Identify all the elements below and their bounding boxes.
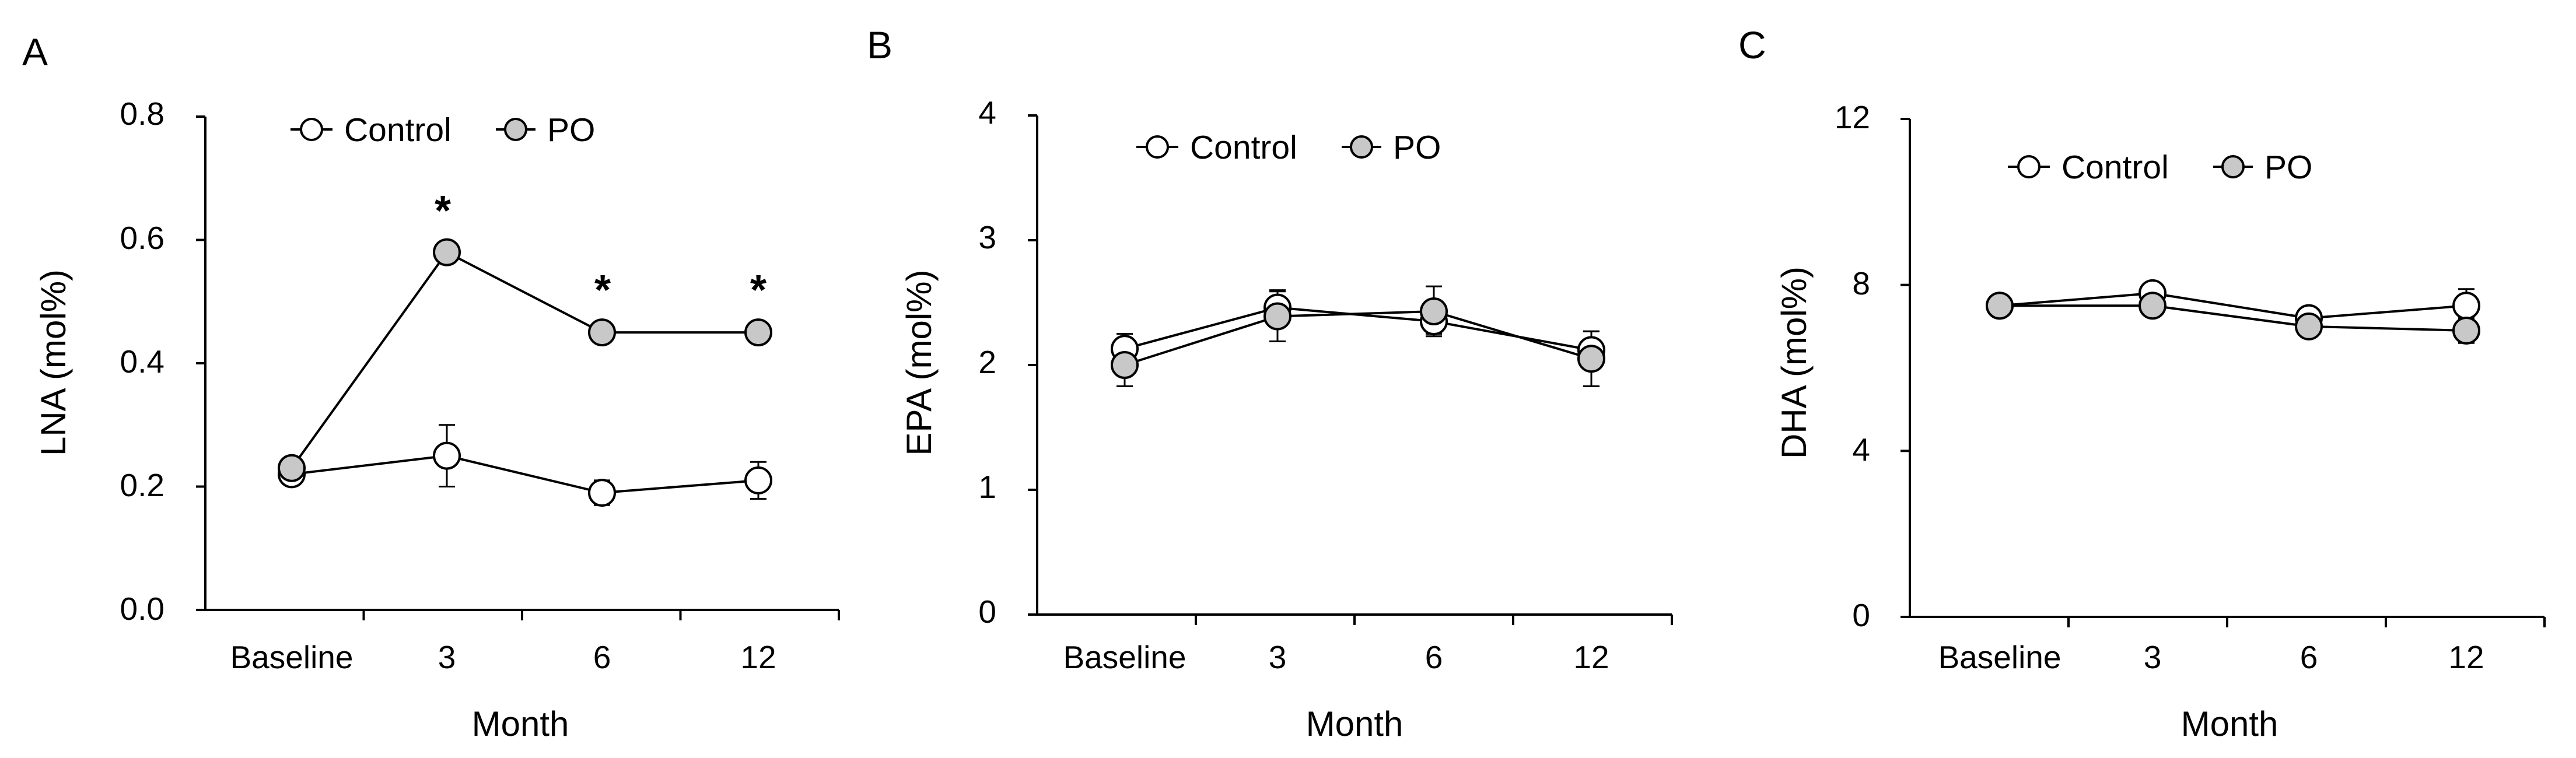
x-tick-label: 3 — [438, 639, 456, 675]
data-point-po — [2295, 312, 2323, 341]
data-point-po — [2138, 292, 2166, 320]
x-tick-label: 6 — [1425, 639, 1443, 675]
y-axis-label: DHA (mol%) — [1774, 266, 1814, 459]
data-point-po — [1577, 345, 1605, 373]
legend-control-label: Control — [1190, 129, 1297, 166]
y-axis-label: EPA (mol%) — [900, 270, 939, 456]
x-tick-label: 12 — [2448, 639, 2484, 675]
x-axis-label: Month — [1306, 704, 1404, 743]
legend: Control PO — [1136, 129, 1441, 166]
x-tick-label: 12 — [740, 639, 776, 675]
y-tick-label: 0 — [1852, 597, 1870, 633]
x-tick-label: Baseline — [230, 639, 354, 675]
x-axis-label: Month — [472, 704, 569, 743]
data-point-po — [1420, 297, 1448, 325]
legend-po-label: PO — [1393, 129, 1441, 166]
x-tick-label: 6 — [2300, 639, 2318, 675]
chart-marks — [196, 114, 2546, 627]
y-tick-label: 1 — [978, 469, 996, 505]
data-point-po — [1111, 351, 1139, 379]
legend: Control PO — [290, 111, 595, 149]
legend-control-label: Control — [2062, 149, 2169, 186]
series-line-po — [2000, 304, 2467, 332]
legend-control-marker — [2017, 155, 2041, 178]
y-tick-label: 0.8 — [120, 96, 164, 132]
data-point-po — [433, 238, 461, 266]
series-line-control — [1999, 292, 2467, 320]
data-point-po — [744, 318, 772, 347]
significance-marker: * — [435, 188, 451, 234]
y-tick-label: 12 — [1835, 99, 1870, 135]
y-tick-label: 4 — [978, 94, 996, 131]
data-point-control — [2452, 292, 2480, 320]
y-tick-label: 0.0 — [120, 591, 164, 627]
panel-a: A LNA (mol%) Month Baseline 3 6 12 0.0 0… — [22, 30, 776, 743]
panel-label: B — [867, 23, 892, 66]
data-point-po — [278, 454, 306, 482]
x-tick-label: 3 — [2144, 639, 2162, 675]
legend-po-marker — [504, 118, 527, 141]
x-tick-label: 3 — [1269, 639, 1287, 675]
panel-c: C DHA (mol%) Month Baseline 3 6 12 0 4 8… — [1738, 23, 2484, 743]
series-line-po — [1124, 310, 1592, 366]
significance-marker: * — [594, 267, 611, 314]
y-axis-label: LNA (mol%) — [34, 269, 73, 456]
legend-control-marker — [1146, 135, 1169, 159]
data-point-po — [1264, 302, 1292, 331]
legend-po-label: PO — [547, 111, 595, 149]
data-point-control — [433, 441, 461, 470]
y-tick-label: 8 — [1852, 265, 1870, 301]
series-line-control — [291, 454, 759, 494]
data-point-control — [588, 479, 616, 507]
y-tick-label: 0.6 — [120, 220, 164, 256]
y-tick-label: 3 — [978, 219, 996, 255]
panel-b: B EPA (mol%) Month Baseline 3 6 12 0 1 2… — [867, 23, 1609, 743]
legend-control-label: Control — [344, 111, 452, 149]
x-tick-label: Baseline — [1063, 639, 1186, 675]
legend: Control PO — [2008, 149, 2312, 186]
y-tick-label: 0.2 — [120, 467, 164, 503]
legend-po-marker — [2221, 155, 2245, 178]
legend-po-marker — [1350, 135, 1373, 159]
legend-po-label: PO — [2264, 149, 2312, 186]
data-point-po — [2452, 316, 2480, 345]
y-tick-label: 2 — [978, 344, 996, 380]
data-point-po — [588, 318, 616, 347]
panel-label: A — [22, 30, 48, 73]
y-tick-label: 0.4 — [120, 343, 164, 380]
data-point-control — [744, 466, 772, 494]
x-axis-label: Month — [2181, 704, 2278, 743]
legend-control-marker — [300, 118, 323, 141]
panel-label: C — [1738, 23, 1766, 66]
series-line-po — [290, 251, 758, 469]
significance-marker: * — [750, 267, 766, 314]
y-tick-label: 4 — [1852, 431, 1870, 468]
data-point-po — [1986, 292, 2014, 320]
x-tick-label: 12 — [1573, 639, 1609, 675]
y-tick-label: 0 — [978, 594, 996, 630]
x-tick-label: 6 — [593, 639, 611, 675]
x-tick-label: Baseline — [1938, 639, 2062, 675]
